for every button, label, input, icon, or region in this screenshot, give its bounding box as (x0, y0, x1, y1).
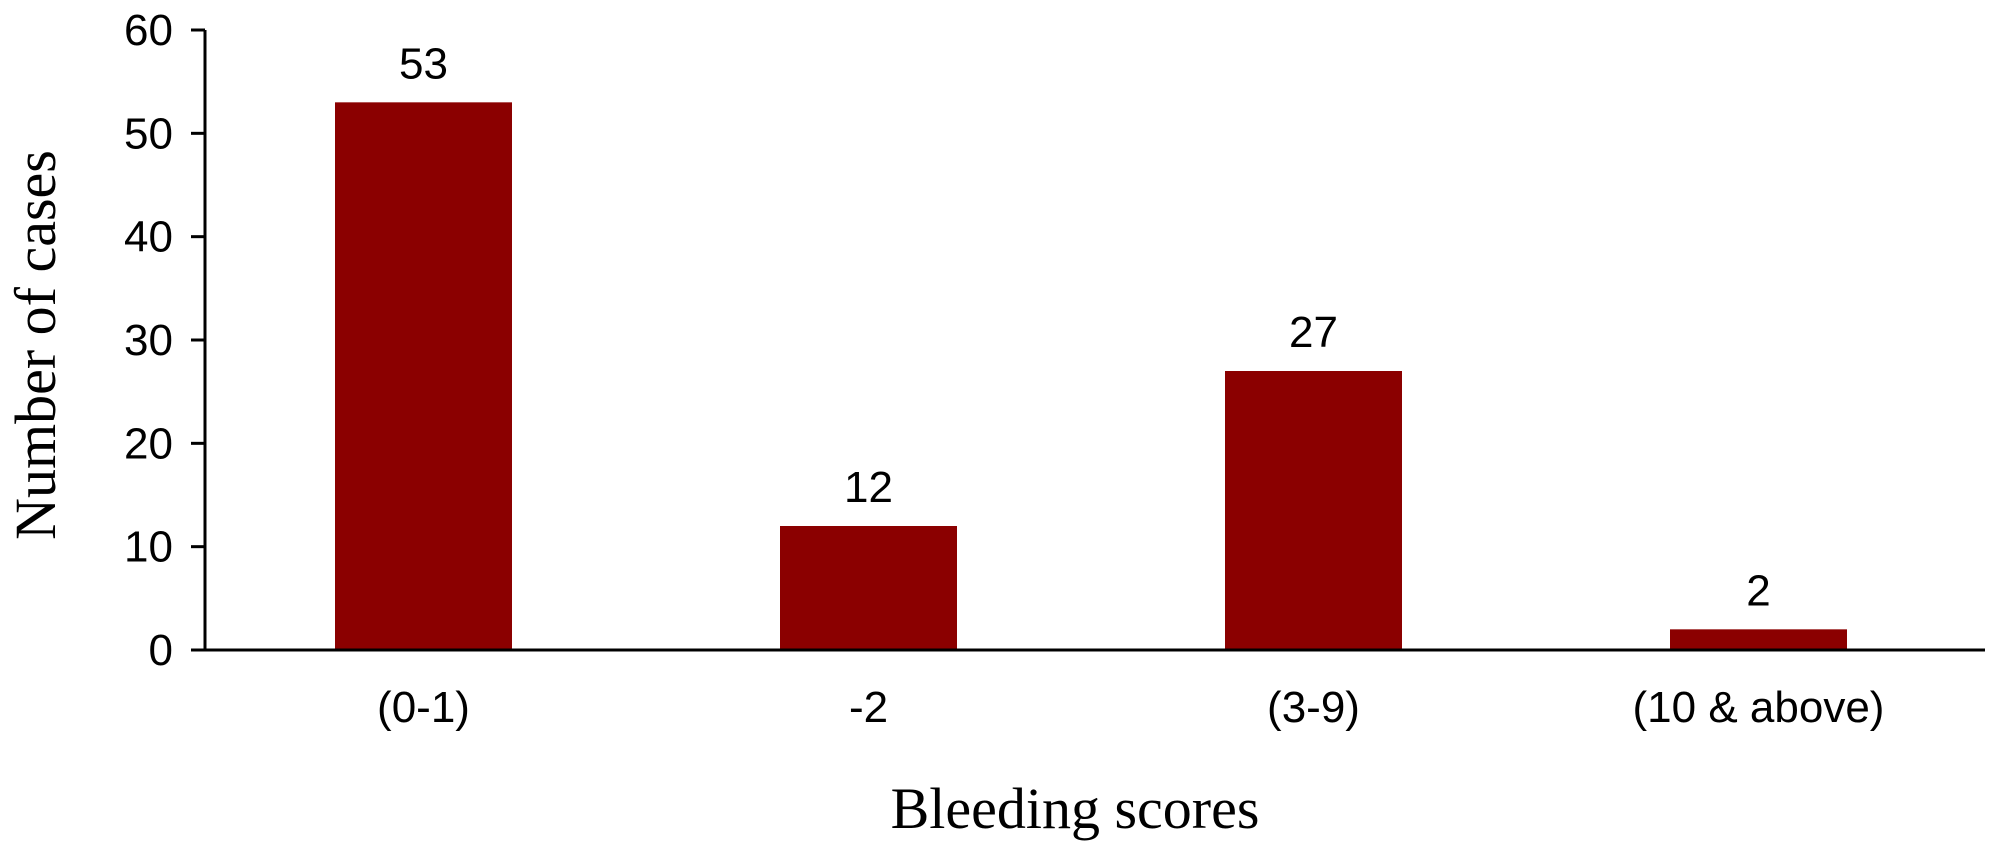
data-labels: 53 12 27 2 (399, 39, 1771, 615)
y-tick-label: 30 (124, 316, 173, 365)
x-tick-label: (0-1) (377, 683, 470, 732)
y-tick-label: 0 (149, 626, 173, 675)
y-axis-title: Number of cases (3, 150, 68, 540)
y-axis-ticks: 0 10 20 30 40 50 60 (124, 6, 205, 675)
x-tick-label: (3-9) (1267, 683, 1360, 732)
bar (1225, 371, 1402, 650)
bars (335, 102, 1847, 651)
bar (335, 102, 512, 651)
y-tick-label: 40 (124, 213, 173, 262)
y-tick-label: 10 (124, 523, 173, 572)
x-tick-label: (10 & above) (1633, 683, 1885, 732)
y-tick-label: 60 (124, 6, 173, 55)
bar-value-label: 27 (1289, 308, 1338, 357)
y-tick-label: 20 (124, 419, 173, 468)
bar-value-label: 53 (399, 39, 448, 88)
x-axis-title: Bleeding scores (891, 776, 1260, 841)
bar-value-label: 12 (844, 463, 893, 512)
x-axis-tick-labels: (0-1) -2 (3-9) (10 & above) (377, 683, 1884, 732)
y-tick-label: 50 (124, 109, 173, 158)
x-tick-label: -2 (849, 683, 888, 732)
bar (780, 526, 957, 650)
bar (1670, 629, 1847, 650)
bar-value-label: 2 (1746, 566, 1770, 615)
